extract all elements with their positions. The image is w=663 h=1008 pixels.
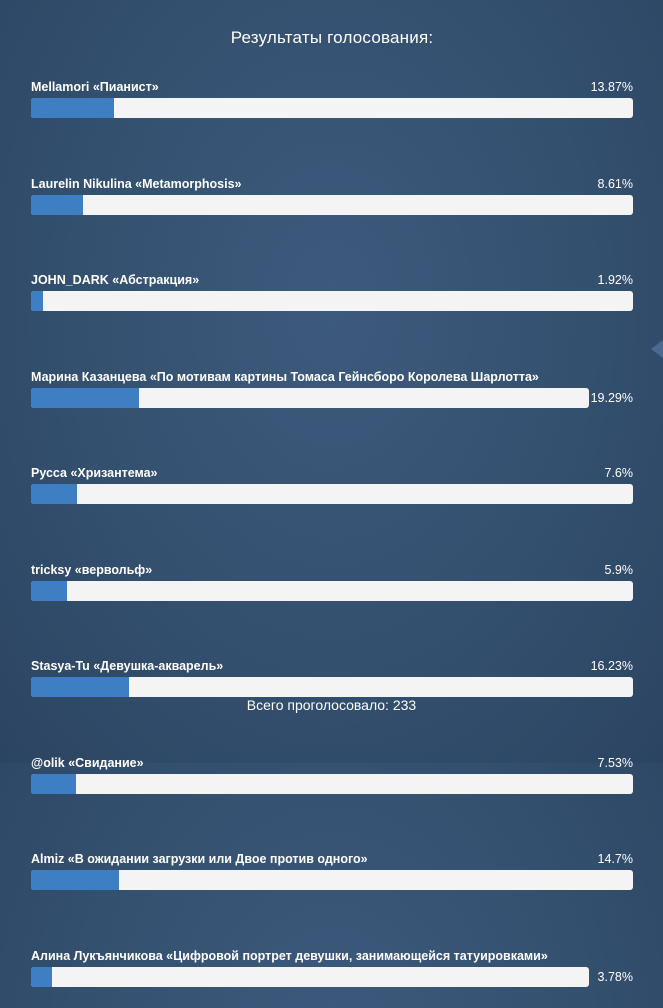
poll-option-percent: 8.61% — [598, 175, 633, 193]
poll-option-bar-fill — [31, 484, 77, 504]
poll-option-bar-track — [31, 195, 633, 215]
left-arrow-icon[interactable] — [651, 340, 663, 358]
poll-option-percent: 14.7% — [598, 850, 633, 868]
poll-option-bar-fill — [31, 967, 52, 987]
poll-option-label: Алина Лукъянчикова «Цифровой портрет дев… — [31, 947, 548, 965]
poll-option: Almiz «В ожидании загрузки или Двое прот… — [31, 850, 633, 912]
poll-total-votes: Всего проголосовало: 233 — [0, 696, 663, 714]
poll-option: tricksy «вервольф» 5.9% — [31, 561, 633, 623]
poll-option-percent: 13.87% — [591, 78, 633, 96]
poll-option-header: Русса «Хризантема» 7.6% — [31, 464, 633, 482]
poll-option-percent: 3.78% — [598, 967, 633, 987]
poll-option-label: Stasya-Tu «Девушка-акварель» — [31, 657, 223, 675]
poll-option-bar-fill — [31, 98, 114, 118]
poll-option-bar-track — [31, 581, 633, 601]
poll-option-label: JOHN_DARK «Абстракция» — [31, 271, 199, 289]
poll-option-label: Марина Казанцева «По мотивам картины Том… — [31, 368, 539, 386]
poll-option-percent: 5.9% — [605, 561, 634, 579]
poll-option-label: tricksy «вервольф» — [31, 561, 152, 579]
poll-option-bar-track — [31, 677, 633, 697]
poll-option-percent: 16.23% — [591, 657, 633, 675]
poll-option-percent: 1.92% — [598, 271, 633, 289]
poll-option-bar-track — [31, 291, 633, 311]
poll-option-label: Mellamori «Пианист» — [31, 78, 159, 96]
poll-option-bar-track — [31, 870, 633, 890]
poll-option-header: tricksy «вервольф» 5.9% — [31, 561, 633, 579]
poll-results: Результаты голосования: Mellamori «Пиани… — [31, 0, 633, 1008]
poll-option-bar-track — [31, 967, 589, 987]
poll-option-bar-fill — [31, 195, 83, 215]
poll-option-label: Laurelin Nikulina «Metamorphosis» — [31, 175, 241, 193]
poll-option: Алина Лукъянчикова «Цифровой портрет дев… — [31, 947, 633, 1008]
poll-option: Mellamori «Пианист» 13.87% — [31, 78, 633, 140]
poll-option-label: Almiz «В ожидании загрузки или Двое прот… — [31, 850, 368, 868]
poll-option-bar-fill — [31, 677, 129, 697]
poll-option-bar-fill — [31, 581, 67, 601]
poll-option-header: Stasya-Tu «Девушка-акварель» 16.23% — [31, 657, 633, 675]
poll-option: Laurelin Nikulina «Metamorphosis» 8.61% — [31, 175, 633, 237]
poll-option-bar-track — [31, 98, 633, 118]
poll-options-list: Mellamori «Пианист» 13.87% Laurelin Nikuli… — [31, 78, 633, 1008]
poll-option-bar-fill — [31, 291, 43, 311]
poll-option-bar-fill — [31, 774, 76, 794]
poll-option-bar-fill — [31, 388, 139, 408]
poll-option-bar-track — [31, 774, 633, 794]
poll-title: Результаты голосования: — [31, 0, 633, 44]
poll-option-label: Русса «Хризантема» — [31, 464, 158, 482]
poll-option: JOHN_DARK «Абстракция» 1.92% — [31, 271, 633, 333]
poll-option-bar-track — [31, 484, 633, 504]
poll-option-header: Almiz «В ожидании загрузки или Двое прот… — [31, 850, 633, 868]
poll-option-header: Алина Лукъянчикова «Цифровой портрет дев… — [31, 947, 633, 965]
poll-option-header: Марина Казанцева «По мотивам картины Том… — [31, 368, 633, 386]
poll-option-header: JOHN_DARK «Абстракция» 1.92% — [31, 271, 633, 289]
poll-option-percent: 7.6% — [605, 464, 634, 482]
poll-option-header: Mellamori «Пианист» 13.87% — [31, 78, 633, 96]
poll-option-bar-track — [31, 388, 589, 408]
poll-option: Марина Казанцева «По мотивам картины Том… — [31, 368, 633, 430]
poll-option-bar-fill — [31, 870, 119, 890]
poll-option-header: Laurelin Nikulina «Metamorphosis» 8.61% — [31, 175, 633, 193]
poll-option-percent: 19.29% — [591, 388, 633, 408]
poll-option: Русса «Хризантема» 7.6% — [31, 464, 633, 526]
